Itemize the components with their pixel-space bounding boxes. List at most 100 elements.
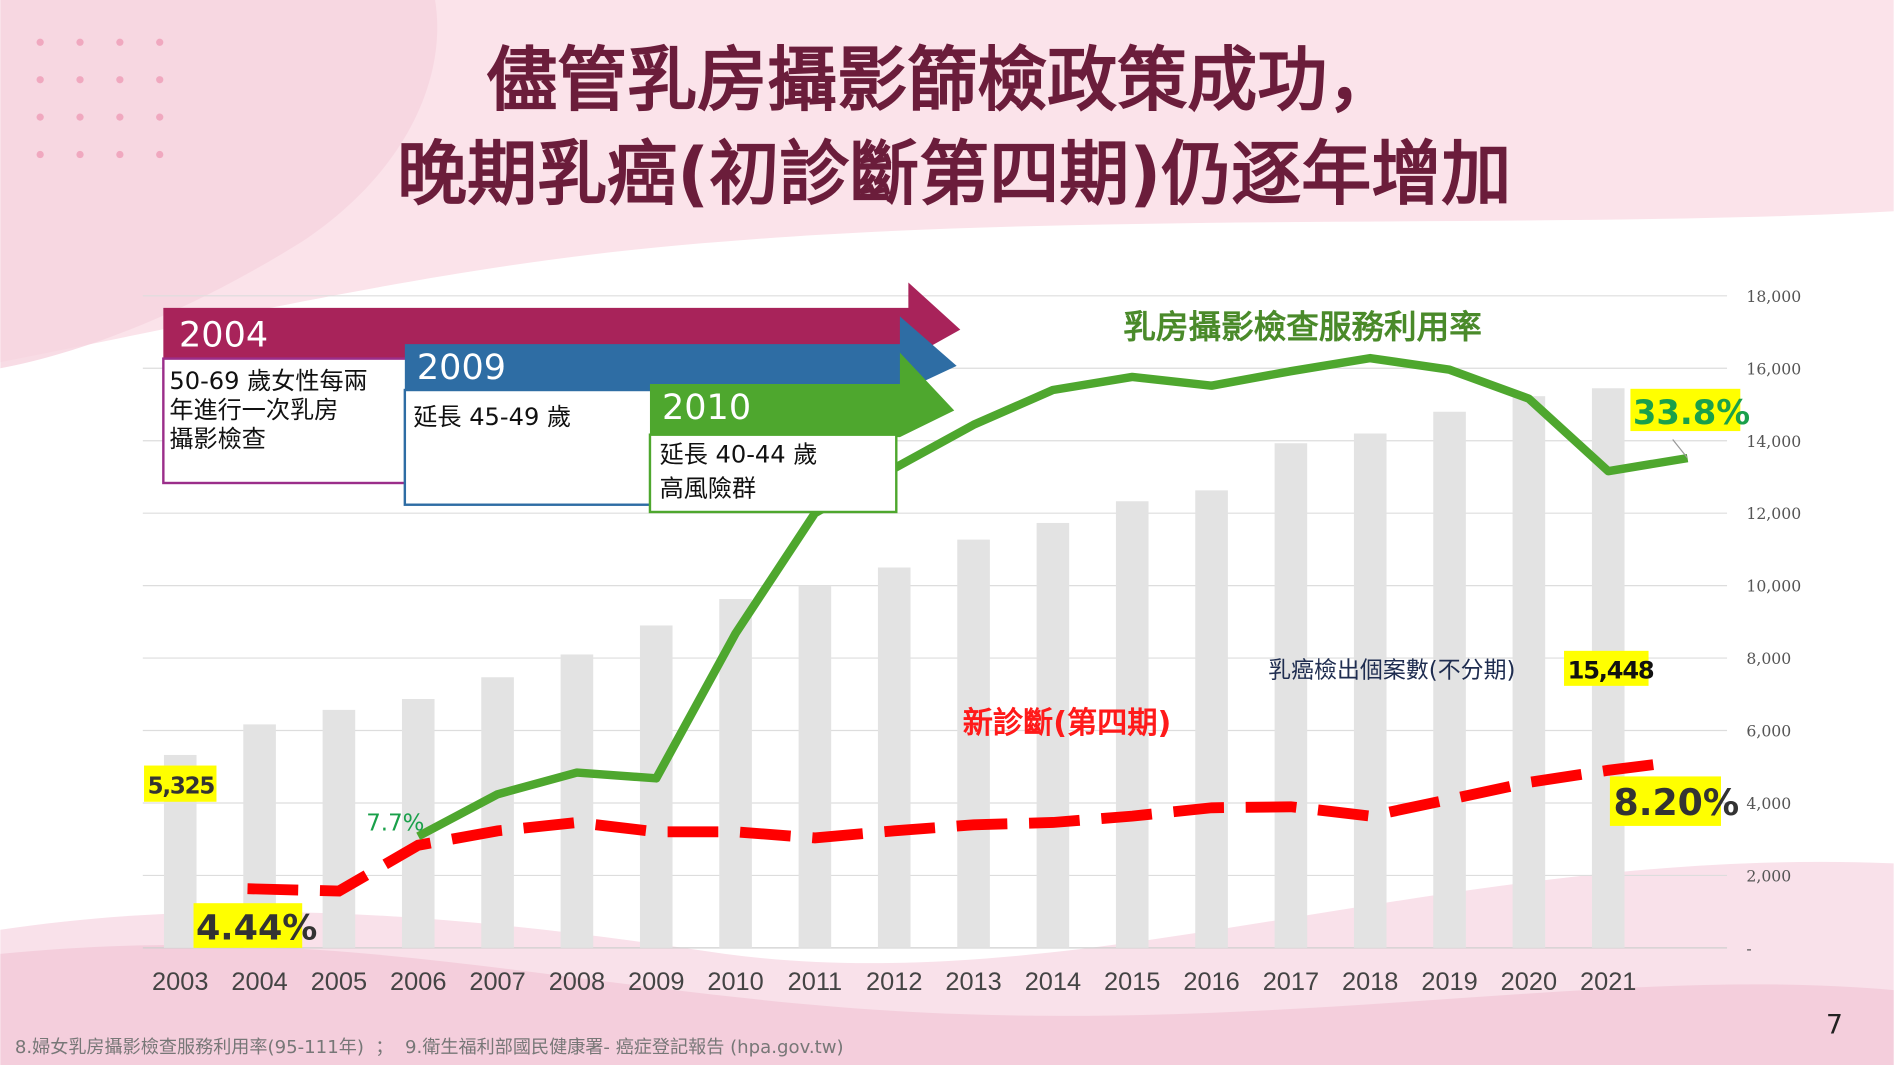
x-tick-label: 2012 (866, 968, 922, 996)
bar-2015 (1115, 501, 1149, 948)
x-axis-labels: 2003 2004 2005 2006 2007 2008 2009 2010 2011 2012… (152, 968, 1636, 996)
y-tick-label: 18,000 (1746, 287, 1801, 306)
decor-dot (116, 38, 124, 46)
utilization-label: 乳房攝影檢查服務利用率 (1123, 308, 1482, 346)
arrow-2009 (404, 316, 957, 393)
title-line-2: 晚期乳癌(初診斷第四期)仍逐年增加 (397, 133, 1511, 215)
decor-dot (36, 38, 44, 46)
bar-2013 (957, 539, 990, 948)
cases-value-label: 15,448 (1568, 657, 1654, 685)
x-tick-label: 2016 (1183, 968, 1239, 996)
x-tick-label: 2015 (1104, 968, 1160, 996)
x-tick-label: 2021 (1580, 968, 1636, 996)
policy-box-2004 (162, 357, 413, 485)
policy-2010: 2010 延長 40-44 歲 高風險群 (648, 352, 955, 514)
y-tick-label: - (1746, 939, 1751, 958)
decor-dot (156, 76, 164, 84)
y-tick-label: 10,000 (1746, 577, 1801, 596)
decor-dot (76, 150, 84, 159)
y-tick-label: 16,000 (1746, 359, 1801, 378)
x-tick-label: 2004 (231, 968, 287, 996)
policy-year-2010: 2010 (662, 388, 751, 428)
x-tick-label: 2020 (1501, 968, 1557, 996)
bar-2020 (1512, 396, 1546, 948)
dot-pattern (36, 38, 164, 159)
y-tick-label: 6,000 (1746, 722, 1791, 741)
decor-dot (36, 150, 44, 159)
decor-dot (156, 113, 164, 121)
policy-box-2010 (648, 433, 898, 514)
bar-2011 (798, 585, 832, 948)
top-pink-band (0, 0, 1894, 363)
bar-2019 (1433, 411, 1466, 948)
x-tick-label: 2018 (1342, 968, 1398, 996)
y-tick-label: 4,000 (1746, 794, 1791, 813)
policy-text: 高風險群 (660, 474, 757, 502)
x-tick-label: 2005 (311, 968, 367, 996)
policy-year-2004: 2004 (179, 316, 268, 356)
y-tick-label: 14,000 (1746, 432, 1801, 451)
x-tick-label: 2010 (707, 968, 763, 996)
x-tick-label: 2019 (1421, 968, 1477, 996)
policy-2004: 2004 50-69 歲女性每兩 年進行一次乳房 攝影檢查 (162, 282, 961, 485)
bar-2006 (401, 699, 435, 948)
decor-dot (156, 150, 164, 159)
decor-dot (76, 38, 84, 46)
highlight (144, 765, 217, 802)
highlight (1564, 650, 1649, 686)
bar-2014 (1036, 522, 1070, 948)
policy-2009: 2009 延長 45-49 歲 (403, 316, 957, 506)
bar-2009 (639, 625, 673, 948)
last-utilization-label: 33.8% (1633, 393, 1750, 432)
stage4-label: 新診斷(第四期) (963, 705, 1172, 741)
highlight (1630, 388, 1741, 432)
first-utilization-label: 7.7% (366, 811, 424, 837)
top-left-blob (0, 0, 438, 369)
utilization-line (416, 353, 1689, 841)
bar-2012 (877, 567, 911, 948)
arrow-2010 (649, 352, 955, 438)
decor-dot (76, 76, 84, 84)
y-tick-label: 2,000 (1746, 866, 1791, 885)
decor-dot (116, 150, 124, 159)
decor-dot (76, 113, 84, 121)
decor-dot (36, 76, 44, 84)
policy-year-2009: 2009 (417, 348, 506, 388)
bar-2007 (481, 677, 514, 948)
x-tick-label: 2007 (469, 968, 525, 996)
decor-dot (36, 113, 44, 121)
highlight (1609, 776, 1721, 826)
bar-2016 (1195, 490, 1228, 948)
policy-text: 年進行一次乳房 (169, 396, 338, 424)
bar-2017 (1274, 443, 1308, 948)
x-tick-label: 2009 (628, 968, 684, 996)
stage4-dashed-line (247, 757, 1668, 897)
policy-box-2009 (403, 388, 654, 506)
first-stage4-label: 4.44% (196, 908, 317, 948)
bottom-wave-front (0, 944, 1894, 1065)
x-tick-label: 2008 (549, 968, 605, 996)
y-axis-labels: 18,000 16,000 14,000 12,000 10,000 8,000 6,000… (1746, 287, 1801, 958)
leader-line (1672, 439, 1688, 459)
decor-dot (116, 113, 124, 121)
bar-series-cases (163, 388, 1625, 948)
x-tick-label: 2014 (1025, 968, 1081, 996)
first-cases-label: 5,325 (148, 773, 215, 799)
bar-2018 (1353, 433, 1387, 948)
cases-label: 乳癌檢出個案數(不分期) (1268, 657, 1515, 683)
bar-2005 (322, 709, 356, 948)
policy-text: 延長 45-49 歲 (413, 403, 571, 431)
x-tick-label: 2003 (152, 968, 208, 996)
page-number: 7 (1826, 1010, 1843, 1041)
x-tick-label: 2013 (945, 968, 1001, 996)
policy-text: 延長 40-44 歲 (660, 440, 818, 468)
decor-dot (116, 76, 124, 84)
arrow-2004 (163, 282, 961, 359)
decor-dot (156, 38, 164, 46)
policy-text: 攝影檢查 (169, 425, 266, 453)
x-tick-label: 2006 (390, 968, 446, 996)
x-tick-label: 2017 (1263, 968, 1319, 996)
highlight (193, 903, 303, 948)
bar-2008 (560, 654, 594, 948)
x-tick-label: 2011 (788, 968, 843, 996)
